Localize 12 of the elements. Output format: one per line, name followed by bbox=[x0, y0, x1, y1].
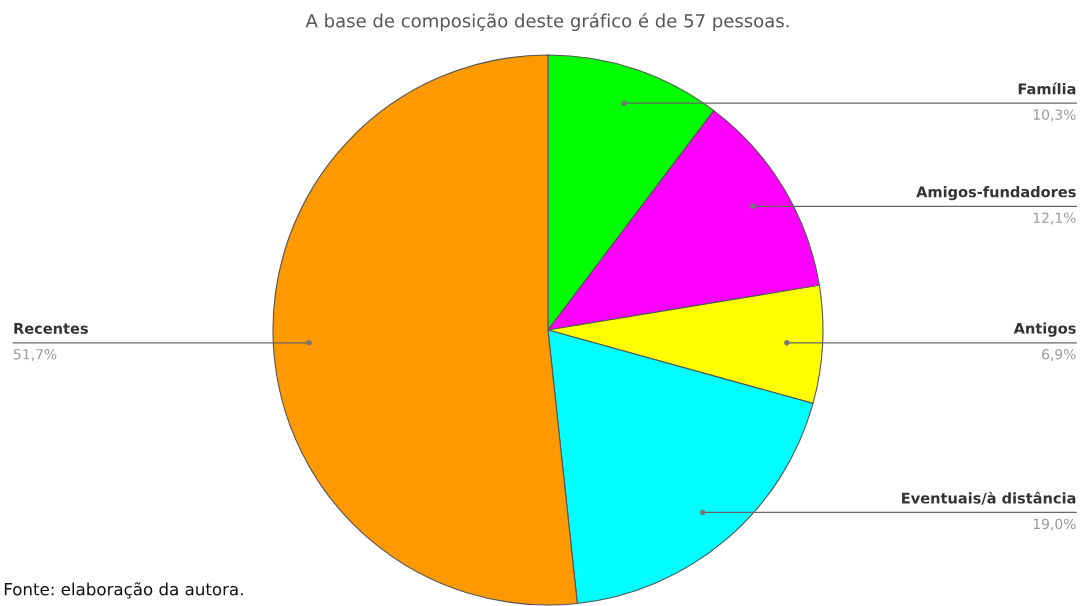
source-note: Fonte: elaboração da autora. bbox=[4, 582, 243, 599]
data-label: 12,1% bbox=[1033, 212, 1076, 225]
chart-title: A base de composição deste gráfico é de 57 pessoas. bbox=[305, 12, 789, 32]
slice-label: Recentes bbox=[14, 323, 88, 334]
data-label: 51,7% bbox=[14, 349, 57, 361]
data-label: 6,9% bbox=[1042, 349, 1076, 361]
slice-label: Amigos-fundadores bbox=[916, 186, 1076, 201]
slice-label: Antigos bbox=[1013, 322, 1076, 337]
slice-label: Família bbox=[1018, 82, 1076, 95]
data-label: 19,0% bbox=[1033, 518, 1076, 531]
slice-label: Eventuais/à distância bbox=[902, 491, 1076, 505]
data-label: 10,3% bbox=[1033, 109, 1076, 122]
